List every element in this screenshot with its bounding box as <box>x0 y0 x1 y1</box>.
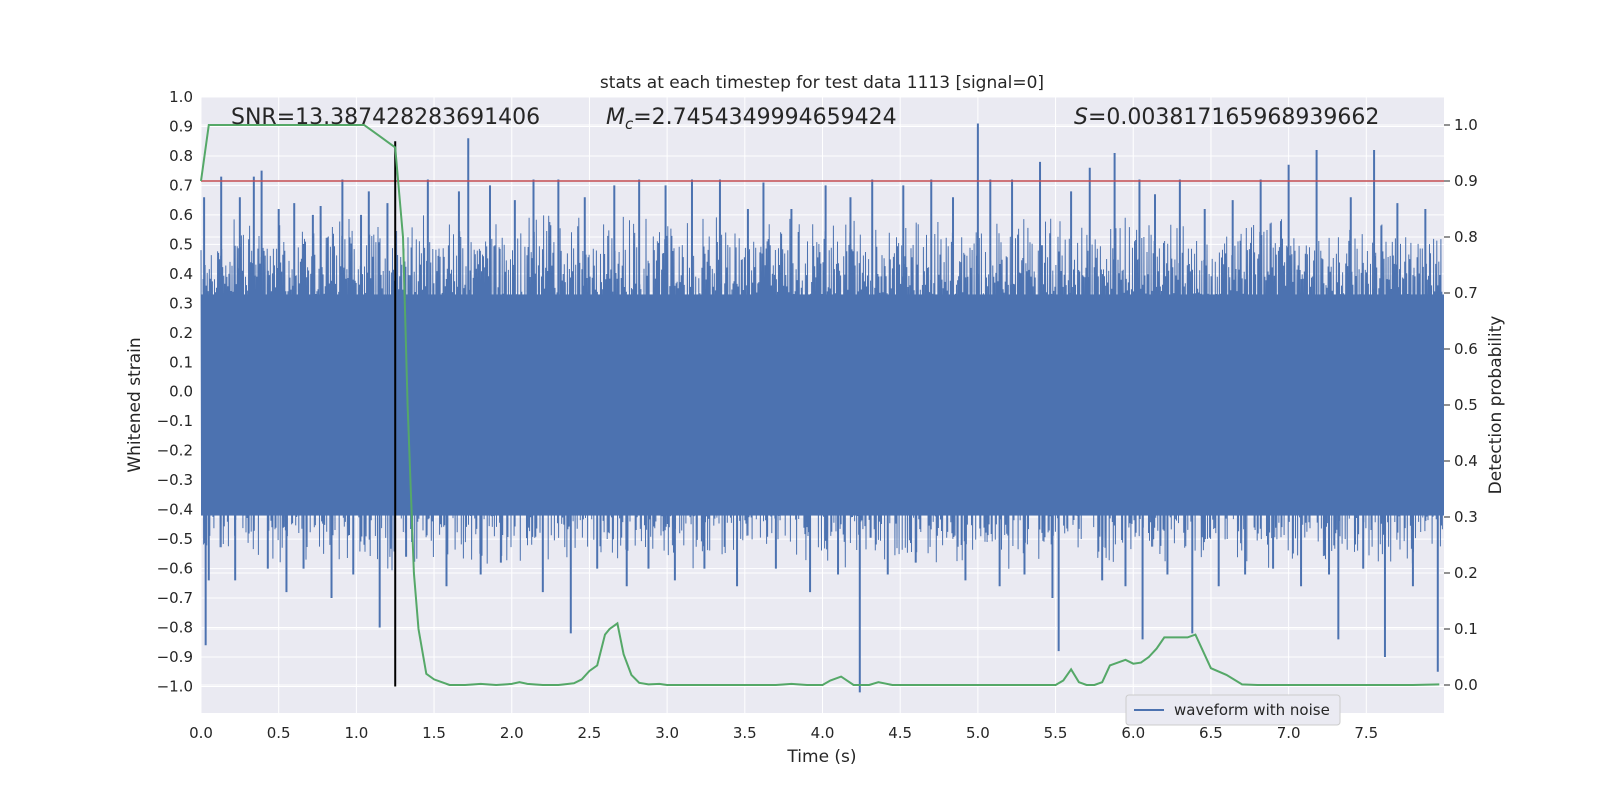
left-y-tick-label: −0.4 <box>157 501 193 519</box>
x-tick-label: 6.0 <box>1121 724 1145 742</box>
x-tick-label: 1.5 <box>422 724 446 742</box>
right-y-axis-label: Detection probability <box>1486 316 1506 495</box>
right-y-tick-label: 0.8 <box>1454 228 1478 246</box>
left-y-tick-label: −0.5 <box>157 530 193 548</box>
x-axis-label: Time (s) <box>786 747 856 767</box>
probability-line <box>200 124 1440 687</box>
overlay-lines <box>200 124 1444 687</box>
right-y-tick-label: 0.3 <box>1454 508 1478 526</box>
left-y-tick-label: −0.3 <box>157 471 193 489</box>
x-tick-label: 3.5 <box>733 724 757 742</box>
left-y-tick-label: 1.0 <box>169 88 193 106</box>
chart-title: stats at each timestep for test data 111… <box>600 73 1044 93</box>
left-y-tick-label: 0.1 <box>169 353 193 371</box>
legend: waveform with noise <box>1125 694 1341 726</box>
left-y-tick-label: 0.7 <box>169 176 193 194</box>
x-tick-label: 4.0 <box>811 724 835 742</box>
x-tick-label: 3.0 <box>655 724 679 742</box>
x-tick-label: 6.5 <box>1199 724 1223 742</box>
chirp-mass-annotation: Mc=2.7454349994659424 <box>606 105 897 133</box>
x-tick-label: 5.0 <box>966 724 990 742</box>
right-y-tick-label: 0.9 <box>1454 172 1478 190</box>
x-tick-label: 4.5 <box>888 724 912 742</box>
snr-annotation: SNR=13.387428283691406 <box>231 105 540 130</box>
left-y-tick-label: −0.6 <box>157 560 193 578</box>
x-tick-label: 7.0 <box>1277 724 1301 742</box>
left-y-tick-label: −0.8 <box>157 619 193 637</box>
x-axis-ticks: 0.0 0.5 1.0 1.5 2.0 2.5 3.0 3.5 4.0 4.5 5.0 5.5 6.0 6… <box>189 724 1378 742</box>
right-y-tick-label: 0.5 <box>1454 396 1478 414</box>
legend-label: waveform with noise <box>1174 701 1330 719</box>
right-y-tick-label: 1.0 <box>1454 116 1478 134</box>
right-y-tick-label: 0.0 <box>1454 676 1478 694</box>
left-y-tick-label: −0.1 <box>157 412 193 430</box>
left-y-tick-label: 0.3 <box>169 294 193 312</box>
x-tick-label: 7.5 <box>1354 724 1378 742</box>
right-y-tick-label: 0.1 <box>1454 620 1478 638</box>
x-tick-label: 0.0 <box>189 724 213 742</box>
left-y-tick-label: 0.9 <box>169 117 193 135</box>
x-tick-label: 0.5 <box>267 724 291 742</box>
right-y-axis-ticks: 1.0 0.9 0.8 0.7 0.6 0.5 0.4 0.3 0.2 0.1 0.0 <box>1444 116 1478 694</box>
left-y-tick-label: −0.7 <box>157 589 193 607</box>
left-y-axis-label: Whitened strain <box>125 337 145 472</box>
left-y-axis-ticks: 1.0 0.9 0.8 0.7 0.6 0.5 0.4 0.3 0.2 0.1 0.0 −0.1 −0.… <box>157 88 193 695</box>
s-annotation: S=0.003817165968939662 <box>1074 105 1379 130</box>
x-tick-label: 5.5 <box>1044 724 1068 742</box>
x-tick-label: 1.0 <box>344 724 368 742</box>
left-y-tick-label: 0.8 <box>169 147 193 165</box>
left-y-tick-label: 0.4 <box>169 265 193 283</box>
waveform-series <box>200 123 1444 693</box>
left-y-tick-label: −0.2 <box>157 442 193 460</box>
x-tick-label: 2.0 <box>500 724 524 742</box>
left-y-tick-label: 0.5 <box>169 235 193 253</box>
left-y-tick-label: −0.9 <box>157 648 193 666</box>
legend-box <box>1125 694 1341 726</box>
left-y-tick-label: −1.0 <box>157 677 193 695</box>
right-y-tick-label: 0.2 <box>1454 564 1478 582</box>
right-y-tick-label: 0.7 <box>1454 284 1478 302</box>
right-y-tick-label: 0.6 <box>1454 340 1478 358</box>
x-tick-label: 2.5 <box>578 724 602 742</box>
right-y-tick-label: 0.4 <box>1454 452 1478 470</box>
left-y-tick-label: 0.6 <box>169 206 193 224</box>
left-y-tick-label: 0.0 <box>169 383 193 401</box>
left-y-tick-label: 0.2 <box>169 324 193 342</box>
